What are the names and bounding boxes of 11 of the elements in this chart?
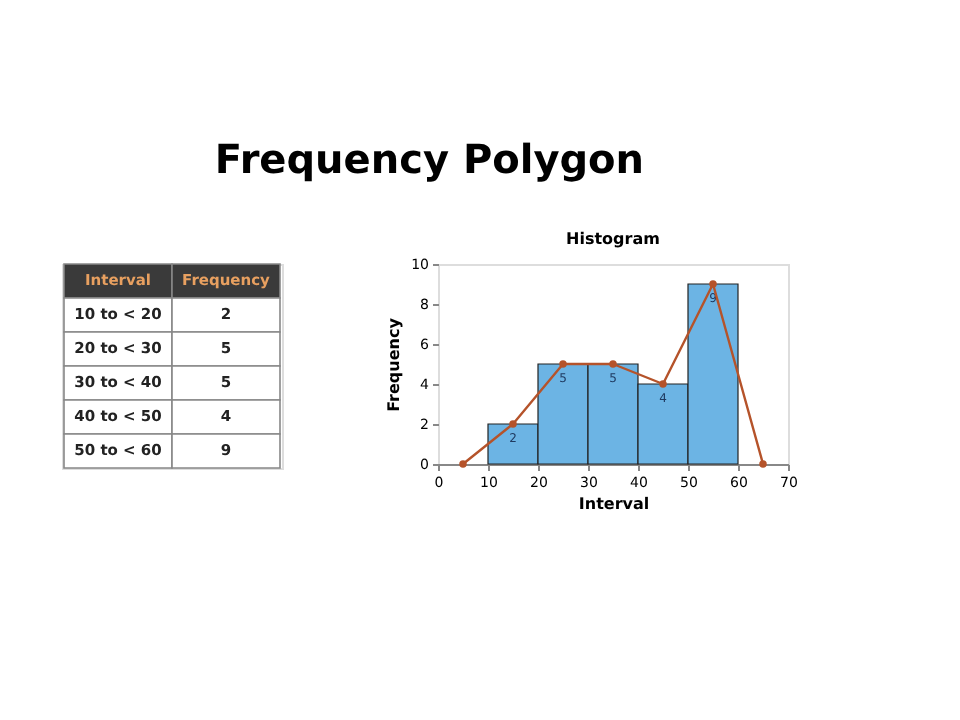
point: [509, 420, 517, 428]
point: [709, 280, 717, 288]
chart-title: Frequency Polygon: [214, 135, 645, 183]
y-axis-title: Frequency: [385, 316, 404, 412]
point: [559, 360, 567, 368]
x-axis-title: Interval: [578, 495, 650, 513]
point: [659, 380, 667, 388]
chart-subtitle: Histogram: [566, 230, 660, 248]
point: [759, 460, 767, 468]
point: [609, 360, 617, 368]
point: [459, 460, 467, 468]
